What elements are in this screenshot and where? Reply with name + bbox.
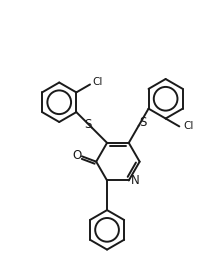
Text: S: S bbox=[139, 116, 146, 129]
Text: Cl: Cl bbox=[183, 122, 193, 131]
Text: Cl: Cl bbox=[93, 77, 103, 87]
Text: O: O bbox=[72, 149, 82, 162]
Text: S: S bbox=[84, 118, 91, 131]
Text: N: N bbox=[131, 174, 140, 187]
